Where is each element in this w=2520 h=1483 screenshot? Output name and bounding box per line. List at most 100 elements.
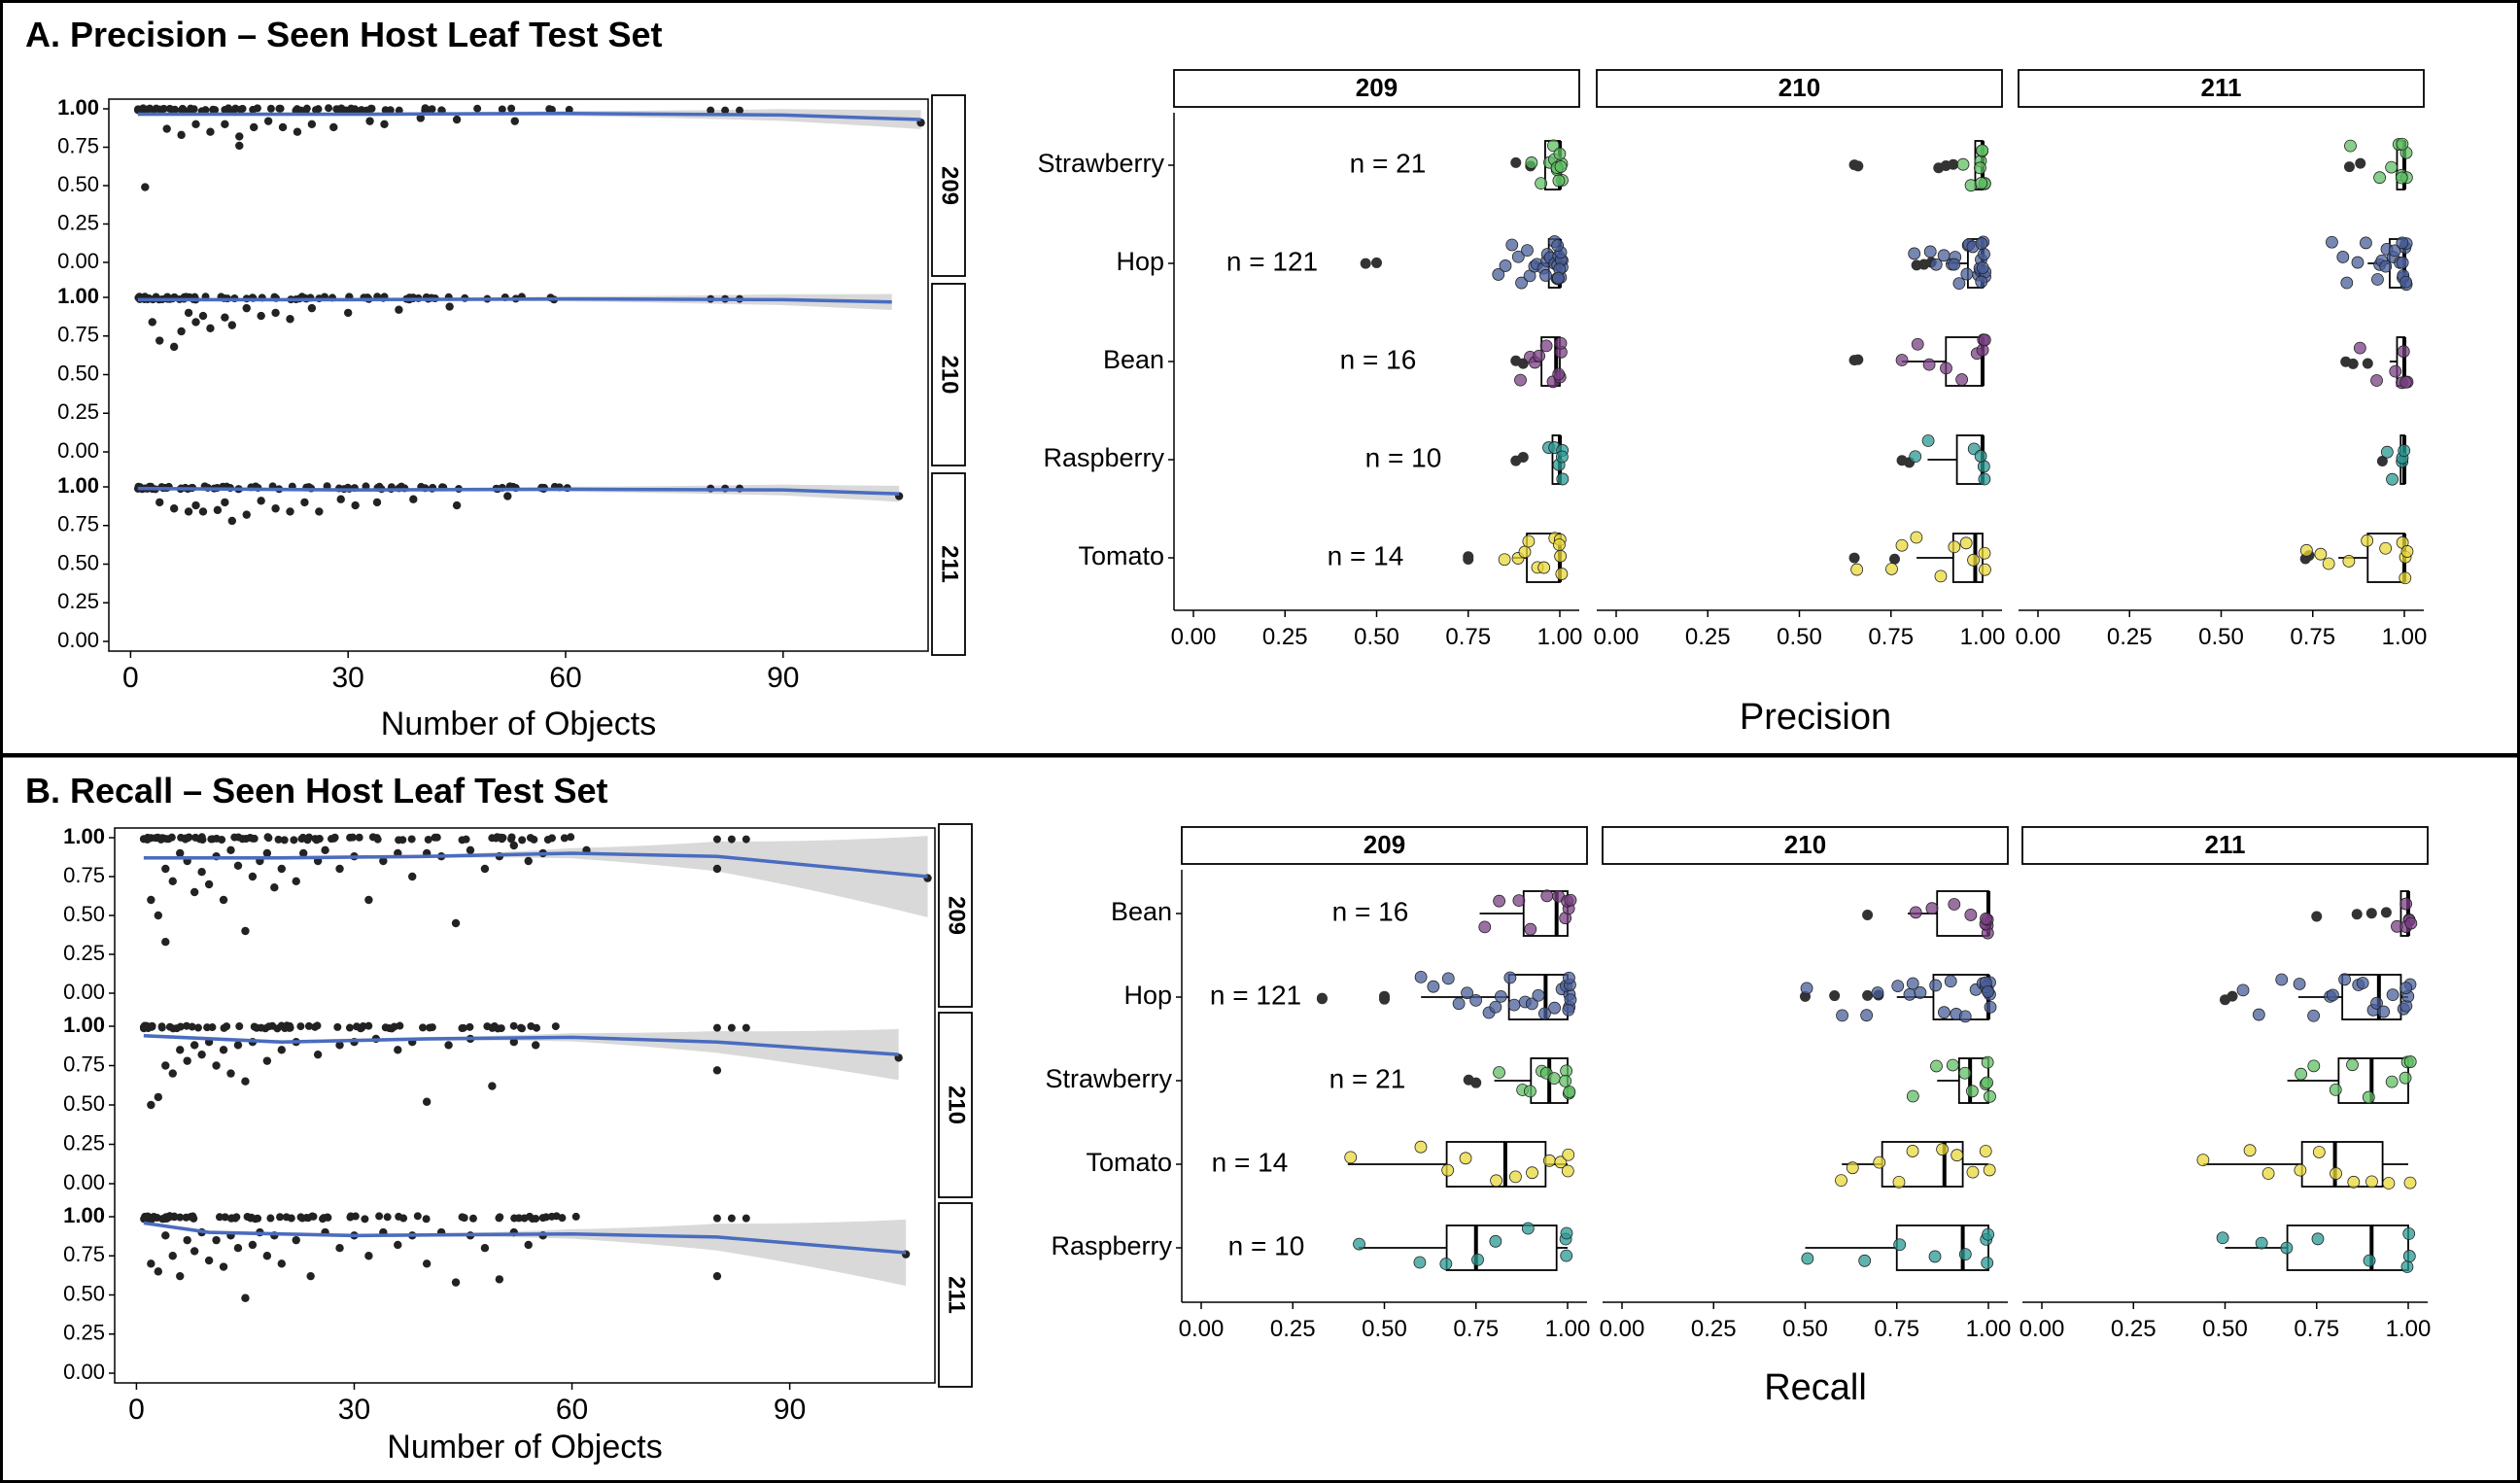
data-point [169, 342, 179, 352]
x-tick-label: 0.25 [2111, 1316, 2157, 1342]
jitter-point [1459, 1152, 1472, 1165]
data-point [271, 504, 280, 513]
jitter-point [1414, 970, 1428, 983]
data-point [507, 104, 516, 113]
jitter-point [1499, 259, 1512, 272]
jitter-point [1553, 538, 1566, 551]
jitter-point [2356, 977, 2369, 989]
data-point [488, 834, 497, 843]
smooth-line [137, 486, 900, 496]
data-point [154, 1092, 163, 1102]
data-point [168, 106, 177, 115]
data-point [428, 1023, 436, 1032]
data-point [157, 1023, 166, 1032]
data-point [325, 104, 333, 113]
jitter-point [1937, 249, 1950, 262]
x-tick-label: 30 [338, 1394, 370, 1426]
data-point [190, 1041, 199, 1050]
jitter-point [1958, 1066, 1972, 1080]
x-tick-label: 0.00 [2019, 1316, 2065, 1342]
data-point [226, 1069, 235, 1078]
jitter-point [1966, 1165, 1980, 1179]
jitter-point [1984, 1089, 1996, 1103]
jitter-point [1938, 1006, 1950, 1019]
category-label: Hop [1116, 247, 1164, 276]
data-point [206, 127, 215, 136]
data-point [297, 835, 306, 844]
data-point [221, 120, 229, 128]
data-point [154, 1267, 163, 1276]
jitter-point [1960, 267, 1974, 281]
jitter-point [1521, 244, 1534, 258]
data-point [147, 1259, 155, 1268]
data-point [509, 1038, 518, 1047]
x-tick-label: 0.25 [1691, 1316, 1737, 1342]
data-point [468, 1214, 477, 1223]
data-point [524, 1240, 533, 1250]
data-point [147, 1100, 155, 1110]
data-point [235, 132, 244, 141]
jitter-point [1846, 1161, 1859, 1175]
y-tick-label: 0.75 [63, 1242, 105, 1266]
data-point [155, 105, 164, 114]
data-point [183, 1235, 191, 1245]
data-point [282, 1213, 291, 1222]
data-point [458, 1213, 466, 1222]
jitter-point [1564, 993, 1577, 1007]
outlier-point [1463, 553, 1474, 565]
x-tick-label: 60 [549, 662, 581, 694]
data-point [307, 120, 317, 128]
data-point [488, 1023, 497, 1032]
jitter-point [2236, 983, 2250, 997]
data-point [466, 1022, 474, 1031]
data-point [736, 106, 744, 115]
category-label: Tomato [1086, 1148, 1172, 1177]
jitter-point [1929, 258, 1943, 271]
jitter-point [1873, 1155, 1886, 1169]
data-point [204, 1256, 214, 1265]
data-point [238, 835, 247, 844]
data-point [304, 1214, 313, 1223]
jitter-point [2402, 1250, 2416, 1262]
jitter-point [1974, 161, 1986, 175]
data-point [183, 1056, 191, 1065]
jitter-point [2344, 139, 2357, 153]
data-point [248, 834, 257, 843]
facet-strip [931, 472, 966, 656]
jitter-point [1547, 1072, 1561, 1086]
panel-a-title: A. Precision – Seen Host Leaf Test Set [25, 15, 663, 54]
data-point [355, 833, 363, 842]
data-point [495, 1275, 504, 1284]
jitter-point [1914, 986, 1927, 999]
box-facet-211: 211 0.00 0.25 0.50 0.75 1.00 [2016, 69, 2427, 650]
data-point [419, 1023, 428, 1032]
y-tick-label: 0.50 [63, 1091, 105, 1116]
facet-strip-label: 211 [937, 545, 963, 583]
data-point [208, 1023, 217, 1032]
data-point [721, 106, 730, 115]
jitter-point [1353, 1237, 1365, 1251]
data-point [223, 1022, 231, 1031]
scatter-facet-209: 209 0.00 0.25 0.50 0.75 1.00 [57, 94, 966, 277]
x-tick-label: 0 [128, 1394, 145, 1426]
data-point [312, 106, 321, 115]
data-point [221, 498, 229, 507]
jitter-point [1858, 1254, 1872, 1267]
data-point [190, 1247, 199, 1256]
data-point [198, 507, 208, 516]
data-point [141, 183, 150, 191]
jitter-point [2399, 897, 2413, 911]
jitter-point [1910, 531, 1923, 544]
data-point [177, 327, 186, 336]
data-point [473, 104, 482, 113]
data-point [233, 1041, 243, 1050]
data-point [184, 308, 193, 318]
data-point [212, 1235, 221, 1245]
x-tick-label: 0.00 [1179, 1316, 1225, 1342]
x-tick-label: 0.50 [1362, 1316, 1407, 1342]
jitter-point [1478, 920, 1492, 934]
data-point [452, 115, 462, 124]
data-point [336, 495, 345, 503]
outlier-point [2351, 909, 2363, 920]
jitter-point [1885, 563, 1898, 575]
